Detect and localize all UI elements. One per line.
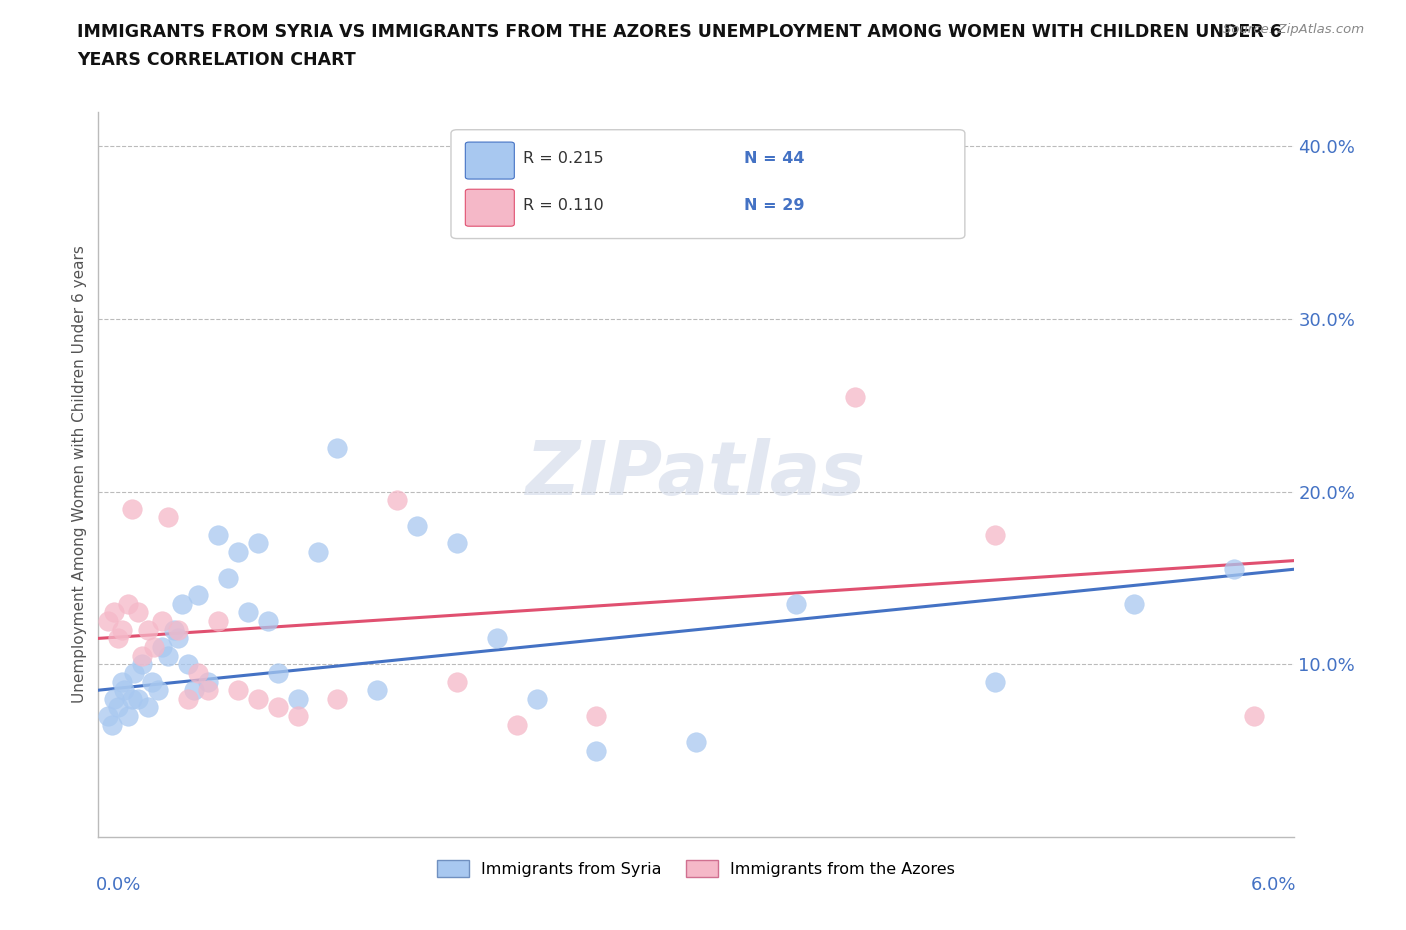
Point: [485, 631, 508, 645]
Text: 6.0%: 6.0%: [1251, 876, 1296, 894]
Point: [685, 735, 707, 750]
FancyBboxPatch shape: [465, 189, 515, 226]
Text: Source: ZipAtlas.com: Source: ZipAtlas.com: [1223, 23, 1364, 36]
Point: [177, 691, 200, 706]
FancyBboxPatch shape: [451, 130, 965, 239]
Point: [226, 545, 249, 560]
Point: [103, 605, 125, 620]
Point: [984, 674, 1007, 689]
Point: [121, 691, 143, 706]
Point: [136, 622, 159, 637]
Point: [366, 683, 388, 698]
Point: [157, 648, 180, 663]
Point: [256, 614, 278, 629]
Point: [121, 501, 143, 516]
Point: [844, 389, 866, 404]
Point: [127, 605, 149, 620]
Point: [197, 683, 219, 698]
Point: [385, 493, 409, 508]
FancyBboxPatch shape: [465, 142, 515, 179]
Point: [117, 709, 139, 724]
Point: [136, 700, 159, 715]
Point: [267, 666, 290, 681]
Point: [107, 700, 129, 715]
Point: [107, 631, 129, 645]
Point: [1123, 596, 1146, 611]
Point: [187, 666, 209, 681]
Point: [217, 570, 239, 585]
Point: [111, 674, 134, 689]
Point: [246, 536, 269, 551]
Point: [157, 510, 180, 525]
Point: [267, 700, 290, 715]
Point: [207, 527, 229, 542]
Point: [124, 666, 146, 681]
Point: [785, 596, 807, 611]
Point: [585, 743, 607, 758]
Point: [1223, 562, 1246, 577]
Point: [446, 674, 468, 689]
Point: [131, 657, 153, 671]
Text: YEARS CORRELATION CHART: YEARS CORRELATION CHART: [77, 51, 356, 69]
Text: IMMIGRANTS FROM SYRIA VS IMMIGRANTS FROM THE AZORES UNEMPLOYMENT AMONG WOMEN WIT: IMMIGRANTS FROM SYRIA VS IMMIGRANTS FROM…: [77, 23, 1282, 41]
Point: [167, 631, 190, 645]
Point: [585, 709, 607, 724]
Point: [246, 691, 269, 706]
Text: R = 0.215: R = 0.215: [523, 152, 603, 166]
Point: [446, 536, 468, 551]
Point: [150, 640, 173, 655]
Point: [506, 717, 529, 732]
Point: [207, 614, 229, 629]
Point: [177, 657, 200, 671]
Point: [287, 709, 309, 724]
Point: [984, 527, 1007, 542]
Point: [197, 674, 219, 689]
Point: [307, 545, 329, 560]
Point: [112, 683, 135, 698]
Point: [111, 622, 134, 637]
Point: [326, 441, 349, 456]
Point: [172, 596, 194, 611]
Text: 0.0%: 0.0%: [96, 876, 141, 894]
Point: [287, 691, 309, 706]
Point: [406, 519, 429, 534]
Point: [148, 683, 170, 698]
Point: [183, 683, 205, 698]
Point: [141, 674, 163, 689]
Point: [103, 691, 125, 706]
Text: ZIPatlas: ZIPatlas: [526, 438, 866, 511]
Point: [101, 717, 124, 732]
Y-axis label: Unemployment Among Women with Children Under 6 years: Unemployment Among Women with Children U…: [72, 246, 87, 703]
Point: [117, 596, 139, 611]
Text: N = 29: N = 29: [744, 198, 804, 213]
Point: [526, 691, 548, 706]
Point: [143, 640, 166, 655]
Text: N = 44: N = 44: [744, 152, 804, 166]
Point: [97, 614, 120, 629]
Point: [226, 683, 249, 698]
Point: [97, 709, 120, 724]
Point: [167, 622, 190, 637]
Point: [127, 691, 149, 706]
Text: R = 0.110: R = 0.110: [523, 198, 603, 213]
Point: [163, 622, 186, 637]
Point: [187, 588, 209, 603]
Point: [131, 648, 153, 663]
Legend: Immigrants from Syria, Immigrants from the Azores: Immigrants from Syria, Immigrants from t…: [430, 854, 962, 883]
Point: [1243, 709, 1265, 724]
Point: [236, 605, 259, 620]
Point: [326, 691, 349, 706]
Point: [150, 614, 173, 629]
